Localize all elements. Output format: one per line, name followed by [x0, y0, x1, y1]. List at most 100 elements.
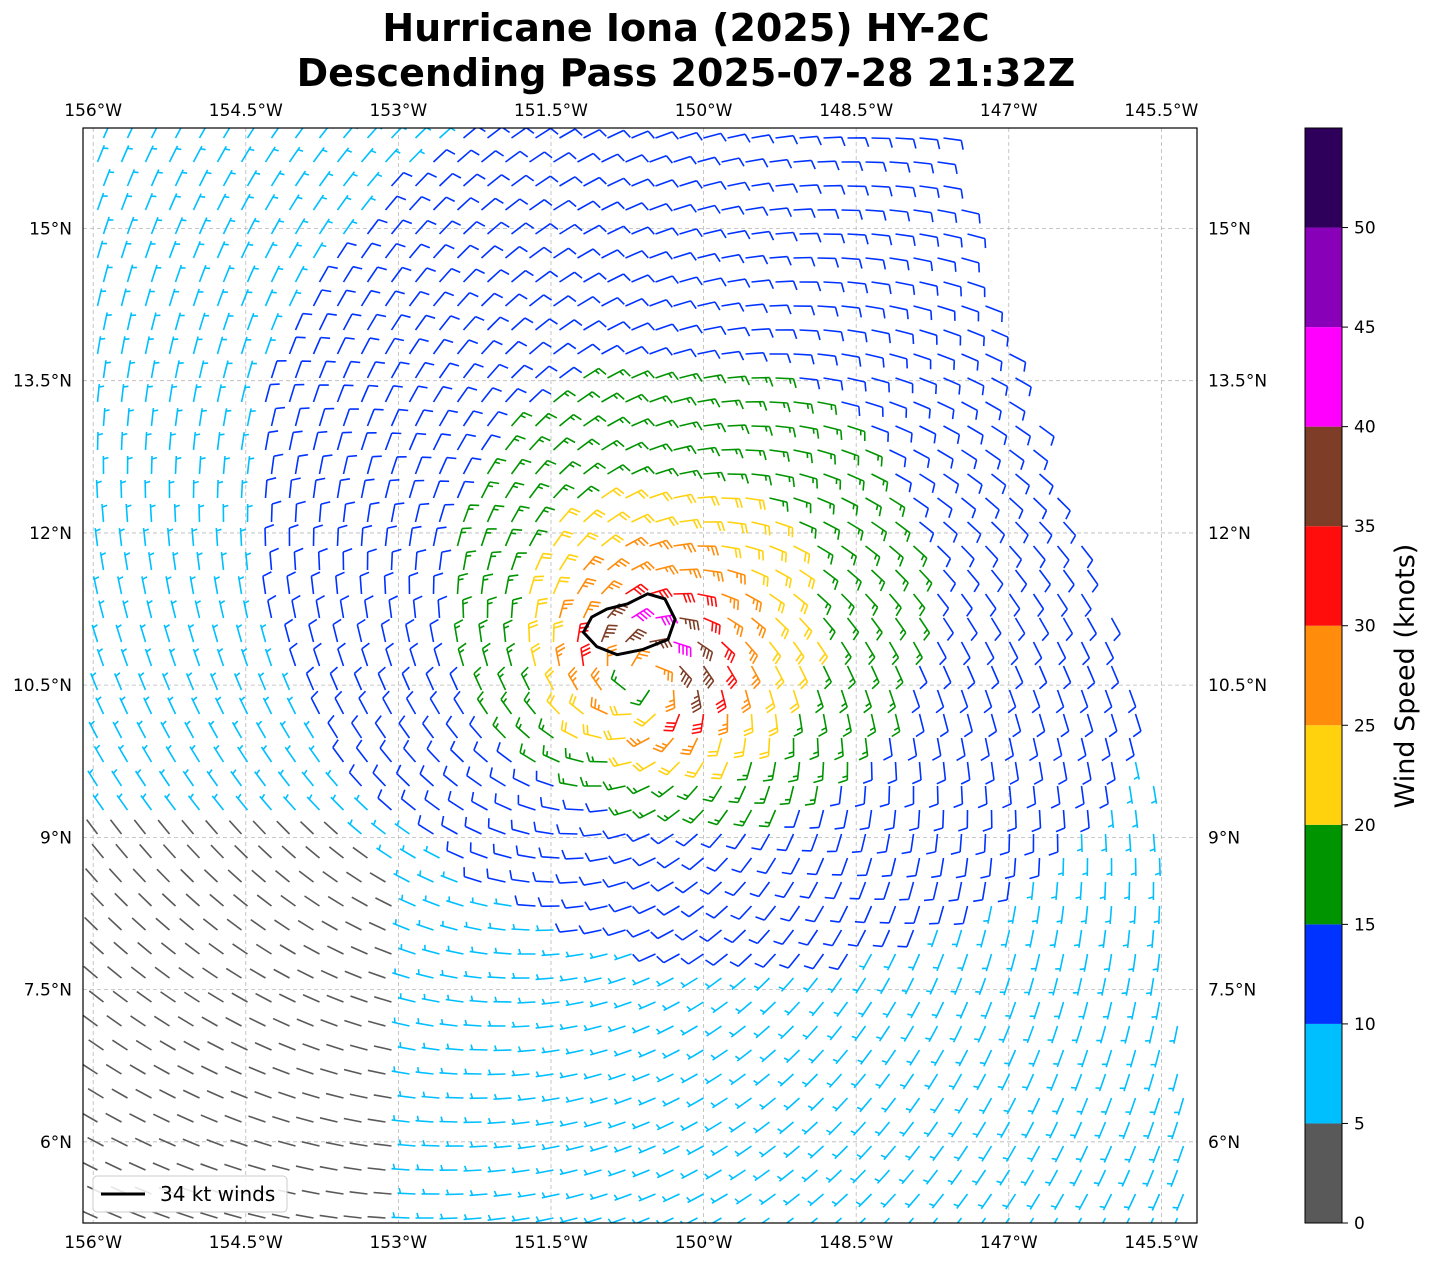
title-line-1: Hurricane Iona (2025) HY-2C: [382, 6, 990, 50]
wind-barb: [384, 242, 406, 259]
wind-barb: [462, 173, 486, 187]
wind-barb: [120, 192, 133, 211]
wind-barb: [798, 617, 813, 640]
wind-barb: [1169, 1025, 1179, 1044]
wind-barb: [391, 1163, 410, 1171]
wind-barb: [318, 218, 333, 235]
wind-barb: [583, 415, 607, 427]
wind-barb: [367, 1118, 386, 1123]
wind-barb: [388, 595, 399, 619]
wind-barb: [749, 881, 771, 898]
wind-barb: [783, 1049, 801, 1064]
wind-barb: [802, 1025, 819, 1040]
wind-barb: [529, 151, 553, 163]
wind-barb: [160, 942, 176, 955]
wind-barb: [135, 1088, 152, 1099]
wind-barb: [288, 524, 299, 547]
wind-barb: [493, 996, 512, 1003]
wind-barb: [582, 600, 601, 619]
wind-barb: [889, 257, 910, 271]
wind-barb: [650, 881, 674, 892]
wind-barb: [929, 905, 945, 925]
wind-barb: [294, 453, 309, 475]
wind-barb: [1150, 785, 1158, 804]
wind-barb: [745, 497, 766, 511]
wind-barb: [1143, 1121, 1155, 1140]
wind-barb: [233, 672, 243, 691]
wind-barb: [607, 1073, 626, 1081]
wind-barb: [144, 240, 156, 259]
wind-barb: [932, 737, 942, 761]
wind-barb: [384, 290, 405, 307]
wind-barb: [493, 1093, 512, 1100]
wind-barb: [206, 1089, 224, 1099]
wind-barb: [737, 761, 753, 781]
wind-barb: [126, 312, 137, 331]
wind-barb: [373, 1142, 392, 1147]
wind-barb: [209, 672, 219, 691]
wind-barb: [704, 977, 722, 990]
wind-barb: [631, 130, 655, 139]
wind-barb: [487, 1069, 506, 1076]
wind-barb: [702, 665, 715, 689]
wind-barb: [967, 329, 985, 347]
wind-barb: [697, 156, 721, 166]
wind-barb: [248, 1164, 266, 1171]
wind-barb: [240, 432, 250, 451]
wind-barb: [486, 410, 508, 427]
wind-barb: [88, 990, 104, 1003]
wind-barb: [607, 368, 631, 379]
wind-barb: [207, 1041, 224, 1051]
wind-barb: [222, 264, 235, 283]
wind-barb: [279, 720, 291, 739]
wind-barb: [955, 857, 969, 879]
wind-barb: [673, 300, 697, 310]
wind-barb: [216, 384, 226, 403]
wind-barb: [691, 713, 705, 735]
wind-barb: [250, 918, 266, 931]
wind-barb: [847, 377, 867, 392]
wind-barb: [865, 209, 887, 221]
wind-barb: [769, 593, 786, 614]
wind-barb: [769, 449, 790, 462]
wind-barb: [625, 154, 649, 163]
wind-barb: [656, 809, 680, 822]
wind-barb: [799, 184, 822, 195]
wind-barb: [655, 1073, 674, 1083]
wind-barb: [730, 905, 753, 920]
wind-barb: [1054, 1001, 1065, 1020]
wind-barb: [541, 998, 560, 1005]
wind-barb: [405, 618, 415, 643]
wind-barb: [703, 374, 727, 384]
wind-barb: [1027, 1097, 1041, 1115]
wind-barb: [1048, 977, 1059, 996]
wind-barb: [487, 128, 511, 139]
wind-barb: [94, 528, 101, 547]
wind-barb: [367, 1020, 386, 1027]
wind-barb: [1051, 881, 1059, 900]
wind-barb: [534, 459, 557, 475]
wind-barb: [310, 571, 321, 595]
wind-barb: [831, 1145, 849, 1160]
wind-barb: [196, 551, 203, 571]
wind-barb: [1146, 929, 1155, 948]
wind-barb: [1062, 521, 1077, 544]
wind-barb: [102, 360, 111, 379]
wind-barb: [192, 336, 203, 355]
wind-barb: [728, 1025, 746, 1038]
wind-barb: [888, 641, 900, 666]
wind-barb: [857, 1049, 873, 1065]
wind-barb: [270, 312, 283, 331]
wind-barb: [182, 1089, 200, 1099]
wind-barb: [383, 571, 394, 595]
wind-barb: [527, 619, 539, 643]
wind-barb: [895, 473, 912, 493]
wind-barb: [582, 724, 602, 739]
wind-barb: [302, 1043, 320, 1051]
wind-barb: [254, 1090, 272, 1099]
wind-barb: [336, 337, 355, 355]
wind-barb: [120, 145, 133, 163]
wind-barb: [889, 449, 907, 468]
wind-barb: [544, 666, 555, 691]
